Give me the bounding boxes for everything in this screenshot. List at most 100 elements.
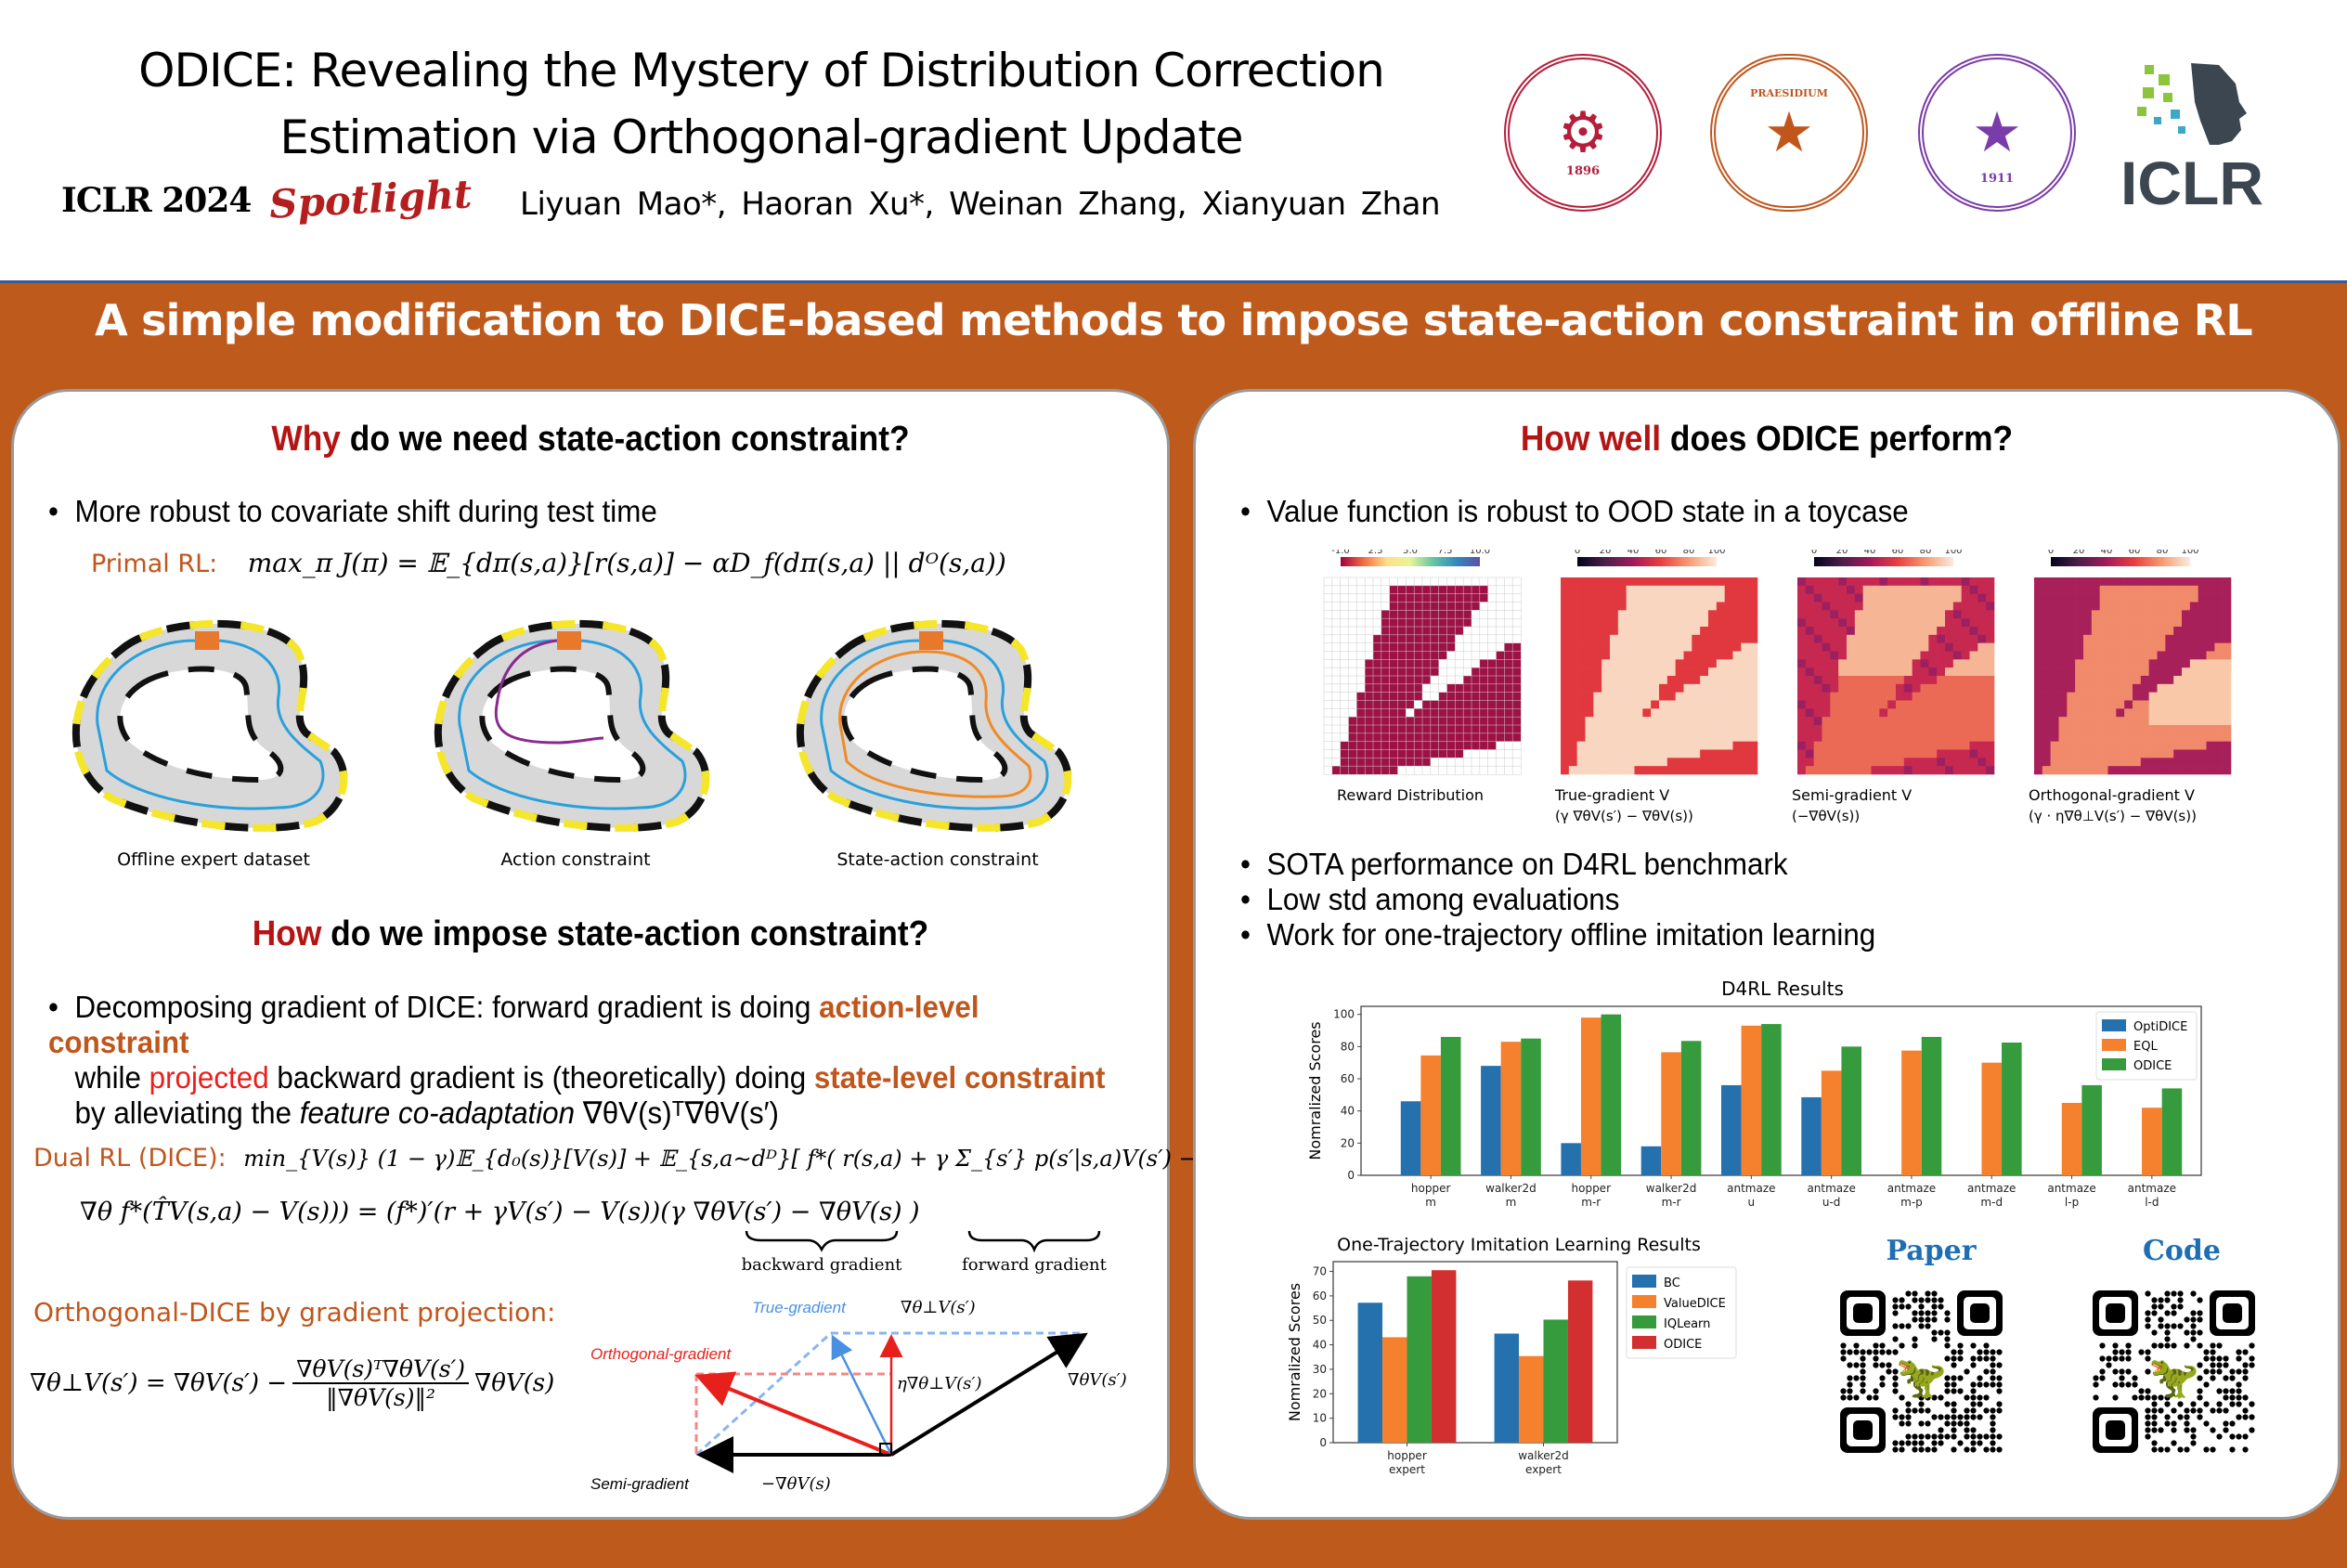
heatmap-cell	[1406, 749, 1415, 758]
heatmap-cell	[2116, 618, 2125, 628]
heatmap-cell	[2075, 708, 2084, 718]
legend-label: ODICE	[1664, 1338, 1702, 1352]
heatmap-cell	[2067, 741, 2076, 750]
bar-valuedice	[1519, 1355, 1544, 1443]
heatmap-cell	[1741, 732, 1750, 742]
heatmap-cell	[1372, 626, 1382, 636]
heatmap-cell	[1847, 577, 1856, 587]
heatmap-cell	[1430, 659, 1440, 668]
heatmap-cell	[1708, 732, 1718, 742]
heatmap-cell	[1610, 618, 1619, 628]
heatmap-cell	[2157, 618, 2166, 628]
heatmap-cell	[1642, 700, 1652, 709]
heatmap-cell	[1348, 683, 1357, 693]
code-qr-code[interactable]: 🦖	[2093, 1290, 2258, 1472]
heatmap-cell	[1805, 634, 1814, 643]
heatmap-cell	[1952, 725, 1962, 734]
heatmap-cell	[1937, 585, 1946, 594]
heatmap-cell	[1700, 700, 1709, 709]
heatmap-cell	[1928, 634, 1938, 643]
heatmap-cell	[1920, 725, 1929, 734]
heatmap-cell	[2099, 651, 2108, 660]
heatmap-cell	[1945, 717, 1954, 726]
heatmap-cell	[1381, 667, 1391, 677]
heatmap-cell	[1462, 732, 1472, 743]
heatmap-cell	[1749, 732, 1758, 742]
y-tick-label: 20	[1313, 1387, 1327, 1400]
heatmap-cell	[1610, 725, 1619, 734]
heatmap-cell	[1659, 634, 1668, 643]
legend-swatch	[1632, 1315, 1656, 1328]
heatmap-cell	[1945, 610, 1954, 619]
heatmap-cell	[1593, 676, 1602, 685]
qr-module	[2242, 1349, 2249, 1355]
heatmap-cell	[1797, 692, 1807, 701]
heatmap-cell	[1340, 741, 1350, 751]
heatmap-cell	[1805, 577, 1814, 587]
heatmap-cell	[1887, 577, 1897, 587]
heatmap-cell	[1585, 667, 1594, 677]
qr-module	[1951, 1401, 1957, 1407]
heatmap-cell	[2206, 700, 2215, 709]
qr-module	[1899, 1303, 1905, 1310]
heatmap-cell	[1651, 651, 1660, 660]
heatmap-cell	[1986, 627, 1995, 636]
qr-module	[2177, 1303, 2184, 1310]
heatmap-cell	[2165, 618, 2174, 628]
qr-module	[1964, 1420, 1970, 1427]
qr-module	[1899, 1323, 1905, 1329]
qr-module	[2151, 1440, 2158, 1446]
heatmap-cell	[1455, 700, 1464, 709]
heatmap-cell	[1937, 725, 1946, 734]
heatmap-cell	[1692, 725, 1701, 734]
heatmap-cell	[2107, 692, 2117, 701]
heatmap-cell	[1568, 717, 1577, 726]
heatmap-cell	[1813, 585, 1822, 594]
qr-module	[1957, 1420, 1964, 1427]
heatmap-cell	[1568, 766, 1577, 775]
heatmap-cell	[1724, 634, 1733, 643]
heatmap-cell	[1797, 700, 1807, 709]
heatmap-cell	[1413, 716, 1423, 726]
heatmap-cell	[2099, 700, 2108, 709]
heatmap-cell	[1323, 724, 1333, 734]
heatmap-cell	[2189, 618, 2198, 628]
heatmap-cell	[1617, 651, 1627, 660]
heatmap-cell	[1593, 758, 1602, 767]
heatmap-cell	[1741, 593, 1750, 603]
heatmap-cell	[1601, 725, 1611, 734]
heatmap-cell	[1862, 717, 1872, 726]
heatmap-cell	[1462, 585, 1472, 595]
heatmap-cell	[1700, 766, 1709, 775]
heatmap-cell	[1887, 627, 1897, 636]
heatmap-cell	[2148, 749, 2158, 758]
heatmap-cell	[1912, 758, 1921, 767]
heatmap-cell	[1430, 642, 1440, 653]
heatmap-cell	[1331, 749, 1342, 758]
heatmap-cell	[1462, 577, 1472, 587]
heatmap-cell	[1854, 602, 1863, 611]
heatmap-cell	[1438, 659, 1448, 668]
heatmap-cell	[1805, 732, 1814, 742]
qr-module	[1964, 1407, 1970, 1414]
qr-module	[1951, 1388, 1957, 1394]
qr-module	[1938, 1414, 1944, 1420]
heatmap-cell	[1912, 651, 1921, 660]
heatmap-cell	[2034, 708, 2043, 718]
heatmap-cell	[1479, 585, 1489, 595]
heatmap-cell	[1879, 692, 1888, 701]
heatmap-cell	[1969, 659, 1978, 668]
colorbar-tick: 0	[2048, 550, 2054, 556]
heatmap-cell	[1920, 667, 1929, 677]
heatmap-cell	[1340, 610, 1350, 619]
heatmap-cell	[2116, 758, 2125, 767]
heatmap-cell	[1977, 683, 1987, 693]
paper-qr-code[interactable]: 🦖	[1840, 1290, 2005, 1472]
heatmap-cell	[2165, 732, 2174, 742]
heatmap-cell	[1830, 627, 1839, 636]
heatmap-cell	[1683, 692, 1692, 701]
heatmap-cell	[1986, 642, 1995, 652]
heatmap-cell	[1928, 642, 1938, 652]
qr-module	[1977, 1433, 1983, 1440]
qr-module	[1918, 1433, 1925, 1440]
